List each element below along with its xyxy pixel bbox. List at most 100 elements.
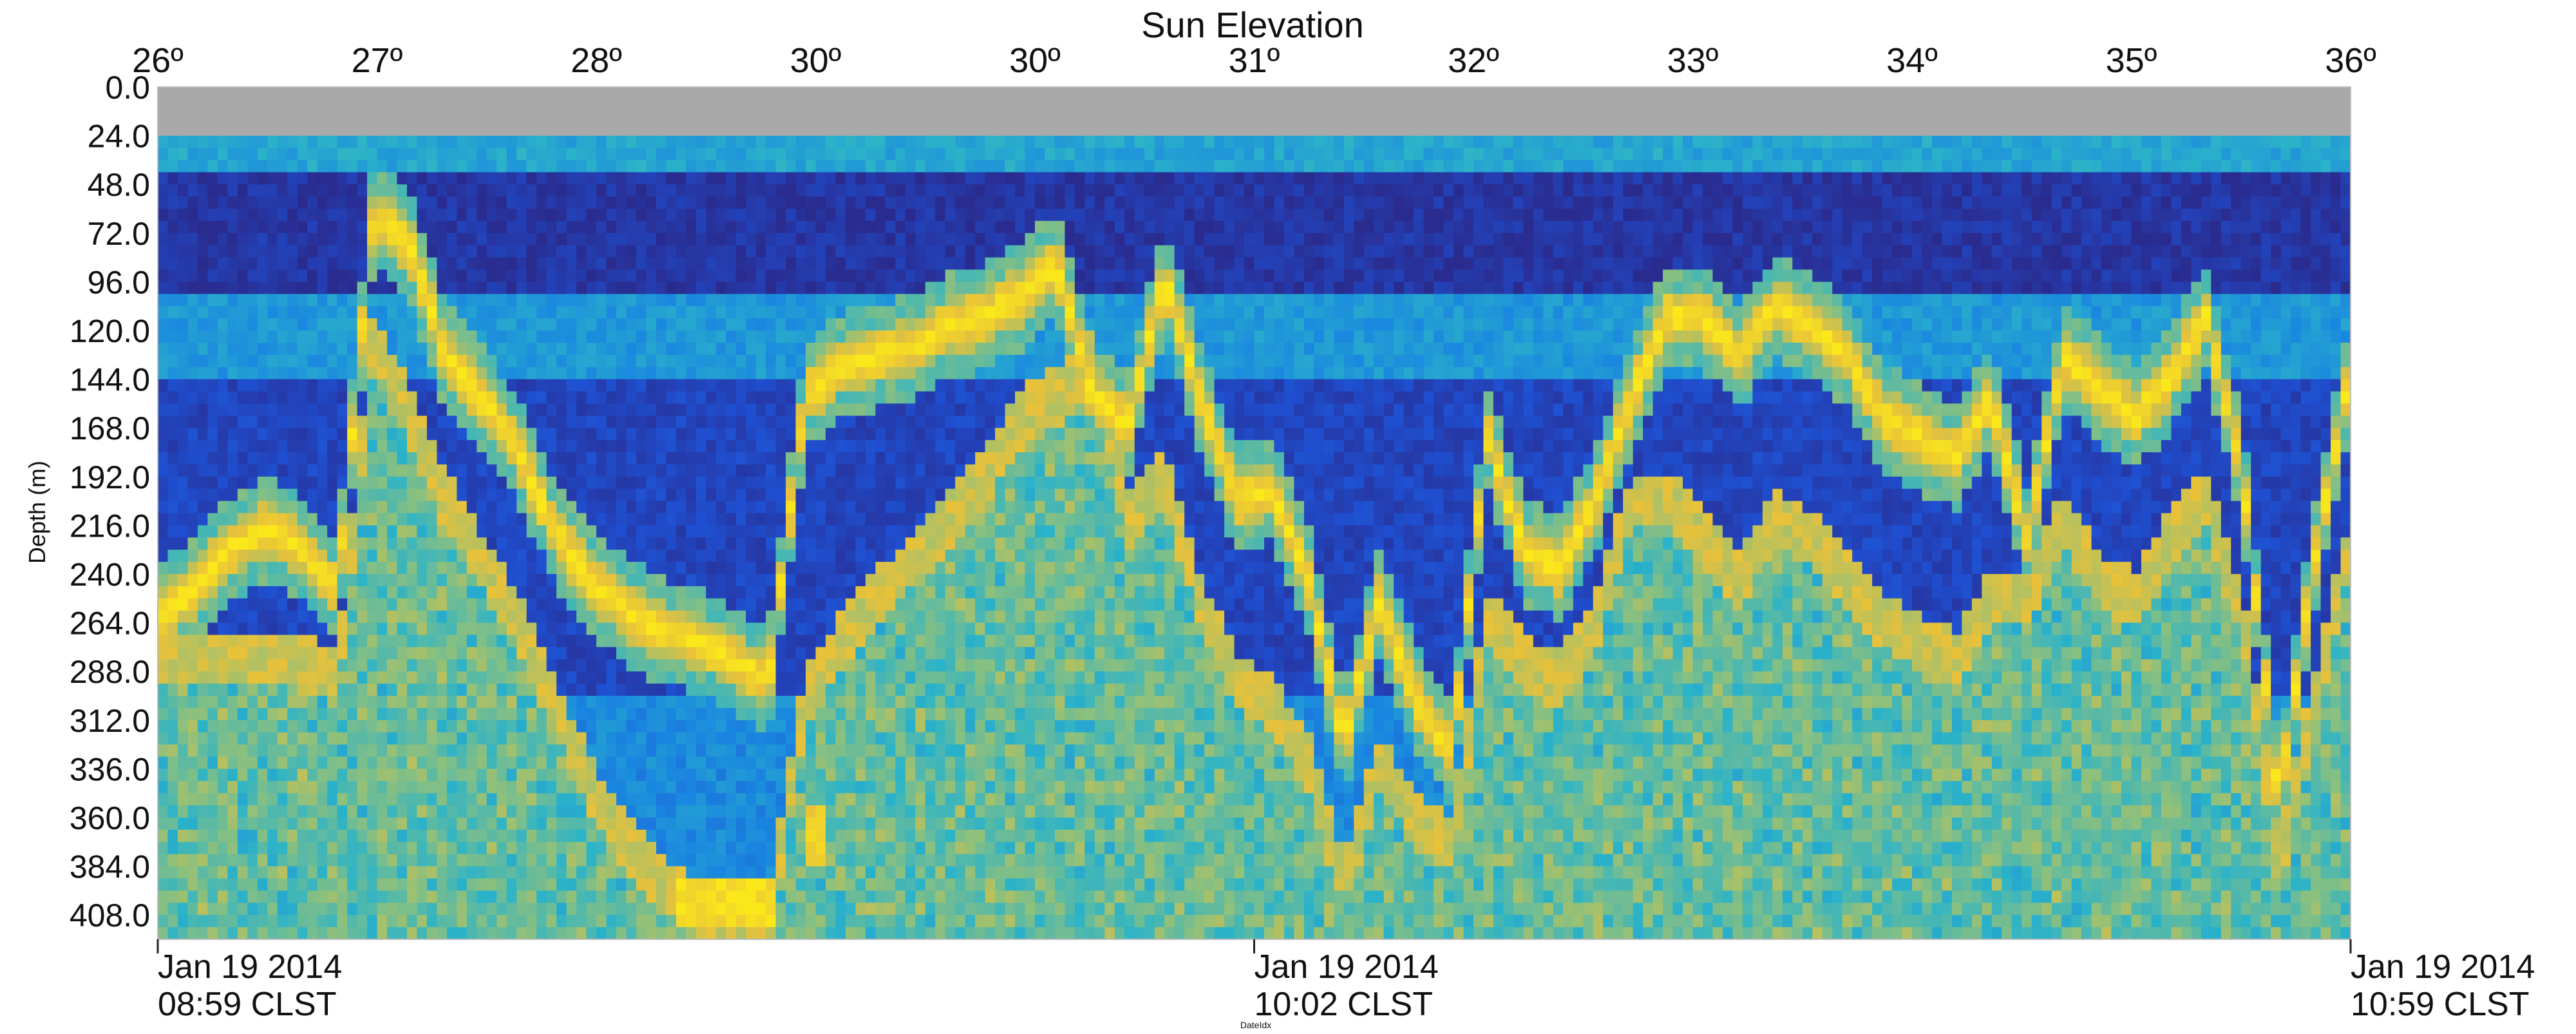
heatmap-cell xyxy=(875,769,886,781)
heatmap-cell xyxy=(566,513,577,526)
heatmap-cell xyxy=(417,537,428,550)
heatmap-cell xyxy=(536,476,547,490)
heatmap-cell xyxy=(755,160,766,173)
heatmap-cell xyxy=(397,866,408,879)
heatmap-cell xyxy=(267,245,278,258)
heatmap-cell xyxy=(377,707,388,721)
heatmap-cell xyxy=(726,866,737,879)
heatmap-cell xyxy=(795,306,806,319)
heatmap-cell xyxy=(726,635,737,647)
heatmap-cell xyxy=(177,233,189,246)
heatmap-cell xyxy=(307,610,318,624)
heatmap-cell xyxy=(297,562,308,575)
heatmap-cell xyxy=(606,428,617,441)
heatmap-cell xyxy=(546,464,557,477)
heatmap-cell xyxy=(337,476,348,490)
heatmap-cell xyxy=(566,282,577,294)
heatmap-cell xyxy=(755,245,766,258)
heatmap-cell xyxy=(576,684,587,696)
heatmap-cell xyxy=(237,488,248,502)
heatmap-cell xyxy=(755,257,766,271)
heatmap-cell xyxy=(825,135,837,149)
heatmap-cell xyxy=(267,160,278,173)
heatmap-cell xyxy=(885,172,896,185)
heatmap-cell xyxy=(386,306,398,319)
heatmap-cell xyxy=(526,659,537,672)
heatmap-cell xyxy=(576,866,587,879)
heatmap-cell xyxy=(397,476,408,490)
heatmap-cell xyxy=(746,525,757,538)
heatmap-cell xyxy=(257,805,268,818)
heatmap-cell xyxy=(895,659,906,672)
heatmap-cell xyxy=(357,659,368,672)
heatmap-cell xyxy=(167,732,178,745)
heatmap-cell xyxy=(486,890,497,903)
heatmap-cell xyxy=(895,720,906,733)
heatmap-cell xyxy=(825,488,837,502)
heatmap-cell xyxy=(616,781,627,794)
heatmap-cell xyxy=(546,342,557,356)
heatmap-cell xyxy=(397,379,408,392)
heatmap-cell xyxy=(386,367,398,380)
heatmap-cell xyxy=(277,793,288,806)
heatmap-cell xyxy=(865,488,876,502)
heatmap-cell xyxy=(437,866,448,879)
heatmap-cell xyxy=(207,403,218,416)
heatmap-cell xyxy=(815,707,826,721)
heatmap-cell xyxy=(656,659,667,672)
heatmap-cell xyxy=(247,488,258,502)
heatmap-cell xyxy=(676,586,687,599)
heatmap-cell xyxy=(337,635,348,647)
heatmap-cell xyxy=(616,805,627,818)
heatmap-cell xyxy=(307,732,318,745)
heatmap-cell xyxy=(556,209,567,222)
heatmap-cell xyxy=(377,184,388,197)
heatmap-cell xyxy=(766,269,777,282)
heatmap-cell xyxy=(217,354,228,368)
heatmap-cell xyxy=(865,927,876,940)
heatmap-cell xyxy=(526,501,537,514)
heatmap-cell xyxy=(726,257,737,271)
heatmap-cell xyxy=(227,586,238,599)
heatmap-cell xyxy=(865,403,876,416)
heatmap-cell xyxy=(446,818,457,830)
heatmap-cell xyxy=(406,306,418,319)
heatmap-cell xyxy=(227,744,238,758)
heatmap-cell xyxy=(766,403,777,416)
heatmap-cell xyxy=(386,464,398,477)
heatmap-cell xyxy=(347,610,358,624)
heatmap-cell xyxy=(297,732,308,745)
heatmap-cell xyxy=(287,184,298,197)
heatmap-cell xyxy=(855,671,866,684)
heatmap-cell xyxy=(367,209,378,222)
heatmap-cell xyxy=(437,635,448,647)
heatmap-cell xyxy=(158,354,169,368)
heatmap-cell xyxy=(267,135,278,149)
heatmap-cell xyxy=(656,220,667,234)
heatmap-cell xyxy=(227,220,238,234)
heatmap-cell xyxy=(497,160,507,173)
heatmap-cell xyxy=(606,367,617,380)
heatmap-cell xyxy=(277,135,288,149)
heatmap-cell xyxy=(237,818,248,830)
heatmap-cell xyxy=(158,586,169,599)
heatmap-cell xyxy=(556,574,567,587)
heatmap-cell xyxy=(706,756,717,769)
heatmap-cell xyxy=(197,586,208,599)
heatmap-cell xyxy=(766,732,777,745)
heatmap-cell xyxy=(187,720,198,733)
heatmap-cell xyxy=(227,671,238,684)
heatmap-cell xyxy=(526,306,537,319)
heatmap-cell xyxy=(187,245,198,258)
heatmap-cell xyxy=(696,854,706,867)
heatmap-cell xyxy=(506,294,517,307)
heatmap-cell xyxy=(626,744,637,758)
heatmap-cell xyxy=(217,854,228,867)
heatmap-cell xyxy=(486,160,497,173)
heatmap-cell xyxy=(546,294,557,307)
heatmap-cell xyxy=(636,318,647,331)
heatmap-cell xyxy=(885,160,896,173)
heatmap-cell xyxy=(845,829,857,843)
heatmap-cell xyxy=(158,878,169,891)
heatmap-cell xyxy=(766,574,777,587)
